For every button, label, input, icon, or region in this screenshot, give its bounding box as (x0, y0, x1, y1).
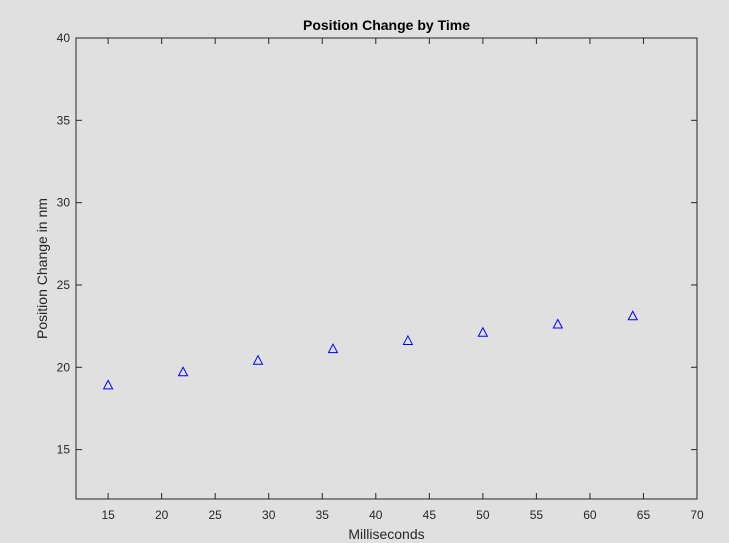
data-point-triangle (552, 318, 564, 329)
x-axis-label: Milliseconds (348, 526, 424, 542)
chart-title: Position Change by Time (303, 17, 470, 33)
x-tick-label: 45 (423, 508, 437, 522)
x-tick-label: 50 (476, 508, 490, 522)
x-tick-label: 55 (530, 508, 544, 522)
x-tick-label: 20 (155, 508, 169, 522)
x-tick-label: 60 (583, 508, 597, 522)
x-axis-ticks: 15 20 25 30 35 40 45 50 55 60 65 70 (101, 38, 704, 522)
x-tick-label: 40 (369, 508, 383, 522)
data-point-triangle (252, 354, 264, 365)
plot-area (75, 37, 698, 500)
x-tick-label: 70 (690, 508, 704, 522)
y-tick-label: 40 (57, 31, 71, 45)
data-series (102, 310, 639, 390)
x-tick-label: 30 (262, 508, 276, 522)
y-tick-label: 35 (57, 113, 71, 127)
data-point-triangle (627, 310, 639, 321)
data-point-triangle (102, 379, 114, 390)
data-point-triangle (477, 326, 489, 337)
data-point-triangle (327, 343, 339, 354)
x-tick-label: 35 (316, 508, 330, 522)
x-tick-label: 15 (101, 508, 115, 522)
y-tick-label: 25 (57, 278, 71, 292)
y-axis-label: Position Change in nm (34, 198, 50, 339)
x-tick-label: 65 (637, 508, 651, 522)
y-axis-ticks: 15 20 25 30 35 40 (57, 31, 697, 457)
y-tick-label: 30 (57, 196, 71, 210)
data-point-triangle (177, 366, 189, 377)
y-tick-label: 15 (57, 443, 71, 457)
x-tick-label: 25 (209, 508, 223, 522)
data-point-triangle (402, 334, 414, 345)
y-tick-label: 20 (57, 360, 71, 374)
axes-box (75, 37, 698, 500)
